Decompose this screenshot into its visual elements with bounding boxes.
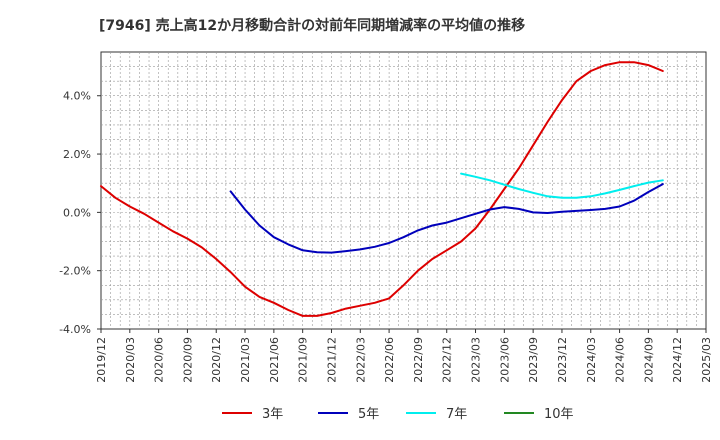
x-tick-label: 2021/03	[239, 337, 252, 383]
series-line-5年	[229, 183, 664, 254]
x-tick-label: 2022/09	[412, 337, 425, 383]
x-tick-label: 2021/12	[325, 337, 338, 383]
x-tick-label: 2023/09	[527, 337, 540, 383]
x-tick-label: 2021/09	[297, 337, 310, 383]
series-lines	[100, 61, 664, 317]
x-tick-label: 2023/03	[470, 337, 483, 383]
x-tick-label: 2020/06	[153, 337, 166, 383]
x-tick-label: 2021/06	[268, 337, 281, 383]
legend-label: 3年	[262, 407, 283, 422]
x-axis-ticks: 2019/12 2020/03 2020/06 2020/09 2020/12 2021/…	[95, 329, 713, 383]
y-tick-label: -2.0%	[59, 265, 91, 278]
legend-label: 10年	[544, 407, 574, 422]
x-tick-label: 2020/09	[181, 337, 194, 383]
x-tick-label: 2022/12	[441, 337, 454, 383]
series-line-7年	[460, 172, 664, 199]
series-line-3年	[100, 61, 664, 317]
legend: 3年 5年 7年 10年	[222, 407, 574, 422]
x-tick-label: 2022/06	[383, 337, 396, 383]
y-tick-label: 0.0%	[63, 206, 91, 219]
x-tick-label: 2024/09	[642, 337, 655, 383]
y-tick-label: 2.0%	[63, 148, 91, 161]
chart-title: [7946] 売上高12か月移動合計の対前年同期増減率の平均値の推移	[99, 17, 525, 34]
x-tick-label: 2022/03	[354, 337, 367, 383]
legend-label: 7年	[446, 407, 467, 422]
horizontal-gridlines	[101, 66, 706, 315]
x-tick-label: 2020/12	[210, 337, 223, 383]
y-axis-ticks: 4.0% 2.0% 0.0% -2.0% -4.0%	[59, 90, 101, 336]
x-tick-label: 2020/03	[124, 337, 137, 383]
x-tick-label: 2024/12	[671, 337, 684, 383]
x-tick-label: 2023/06	[498, 337, 511, 383]
plot-area	[100, 51, 707, 330]
x-tick-label: 2019/12	[95, 337, 108, 383]
x-tick-label: 2023/12	[556, 337, 569, 383]
x-tick-label: 2024/03	[585, 337, 598, 383]
y-tick-label: 4.0%	[63, 90, 91, 103]
x-tick-label: 2024/06	[614, 337, 627, 383]
y-tick-label: -4.0%	[59, 323, 91, 336]
legend-label: 5年	[358, 407, 379, 422]
x-tick-label: 2025/03	[700, 337, 713, 383]
